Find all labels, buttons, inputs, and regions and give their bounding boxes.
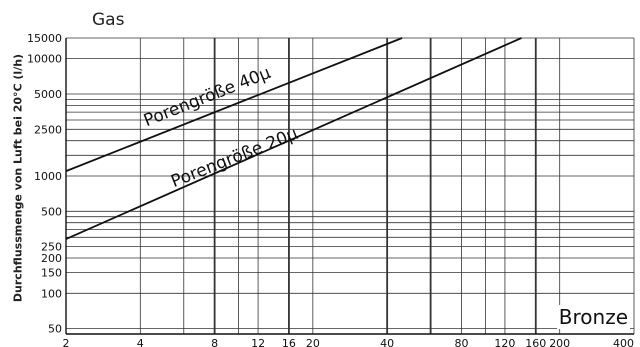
series-layer (65, 37, 522, 240)
y-tick-label: 15000 (27, 32, 62, 45)
series-line-2 (65, 37, 522, 240)
x-tick-label: 12 (251, 337, 265, 347)
y-tick-label: 250 (41, 241, 62, 254)
y-tick-label: 5000 (34, 88, 62, 101)
x-tick-label: 8 (211, 337, 218, 347)
y-tick-label: 10000 (27, 53, 62, 66)
x-tick-label: 20 (306, 337, 320, 347)
y-tick-label: 200 (41, 252, 62, 265)
y-tick-label: 150 (41, 267, 62, 280)
x-tick-label: 200 (549, 337, 570, 347)
x-tick-label: 16 (282, 337, 296, 347)
chart-title: Gas (92, 10, 125, 30)
y-tick-label: 50 (48, 323, 62, 336)
x-tick-label: 40 (380, 337, 394, 347)
y-axis-label: Durchflussmenge von Luft bei 20°C (l/h) (11, 53, 25, 303)
y-tick-label: 1000 (34, 170, 62, 183)
grid-layer (65, 37, 635, 335)
y-tick-label: 100 (41, 287, 62, 300)
line-annotation: Porengröße 20µ (168, 124, 301, 192)
ticks-layer: 5010015020025050010002500500010000150002… (27, 32, 634, 347)
series-line-1 (65, 37, 403, 172)
x-tick-label: 4 (137, 337, 144, 347)
x-tick-label: 400 (613, 337, 634, 347)
x-tick-label: 120 (494, 337, 515, 347)
y-tick-label: 2500 (34, 123, 62, 136)
x-tick-label: 160 (525, 337, 546, 347)
x-tick-label: 2 (63, 337, 70, 347)
x-tick-label: 80 (454, 337, 468, 347)
material-label: Bronze (556, 305, 630, 329)
y-tick-label: 500 (41, 205, 62, 218)
